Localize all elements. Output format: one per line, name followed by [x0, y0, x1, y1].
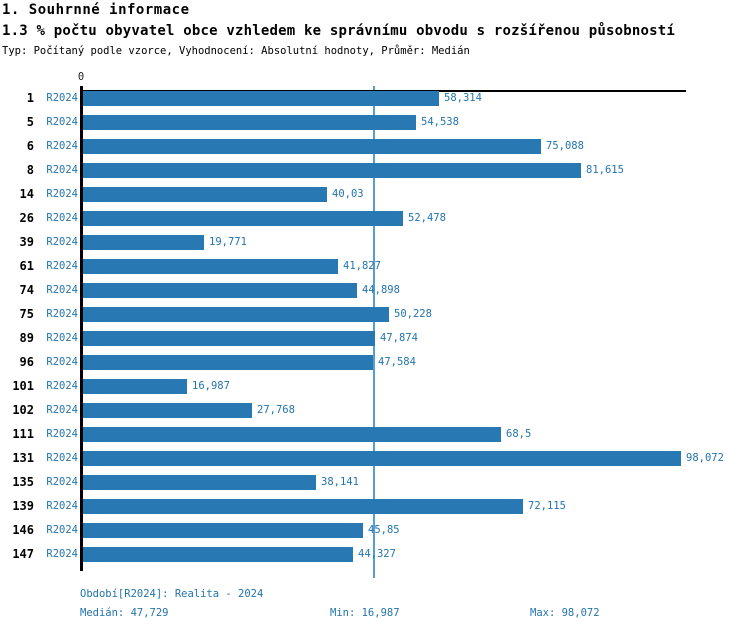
indicator-subtitle: 1.3 % počtu obyvatel obce vzhledem ke sp…: [2, 23, 676, 39]
row-period-label: R2024: [46, 284, 78, 296]
row-period-label: R2024: [46, 524, 78, 536]
row-number-label: 5: [26, 115, 34, 129]
value-bar: [83, 331, 375, 346]
value-label: 44,898: [362, 284, 400, 296]
row-period-label: R2024: [46, 308, 78, 320]
row-number-label: 6: [26, 139, 34, 153]
row-number-label: 61: [19, 259, 34, 273]
value-bar: [83, 235, 204, 250]
value-label: 54,538: [421, 116, 459, 128]
value-bar: [83, 379, 187, 394]
row-period-label: R2024: [46, 548, 78, 560]
row-period-label: R2024: [46, 356, 78, 368]
row-period-label: R2024: [46, 404, 78, 416]
footer-period-label: Období[R2024]: Realita - 2024: [80, 588, 264, 600]
value-bar: [83, 475, 316, 490]
value-label: 19,771: [209, 236, 247, 248]
value-label: 47,584: [378, 356, 416, 368]
row-period-label: R2024: [46, 332, 78, 344]
value-label: 16,987: [192, 380, 230, 392]
indicator-meta: Typ: Počítaný podle vzorce, Vyhodnocení:…: [2, 45, 470, 57]
value-label: 47,874: [380, 332, 418, 344]
value-bar: [83, 451, 681, 466]
row-number-label: 101: [12, 379, 34, 393]
row-period-label: R2024: [46, 140, 78, 152]
footer-median-label: Medián: 47,729: [80, 607, 169, 619]
value-bar: [83, 355, 373, 370]
row-number-label: 74: [19, 283, 34, 297]
row-number-label: 96: [19, 355, 34, 369]
row-number-label: 39: [19, 235, 34, 249]
row-period-label: R2024: [46, 92, 78, 104]
row-period-label: R2024: [46, 500, 78, 512]
value-bar: [83, 187, 327, 202]
value-bar: [83, 547, 353, 562]
value-label: 75,088: [546, 140, 584, 152]
value-bar: [83, 283, 357, 298]
row-number-label: 146: [12, 523, 34, 537]
value-label: 72,115: [528, 500, 566, 512]
value-label: 68,5: [506, 428, 532, 440]
footer-max-label: Max: 98,072: [530, 607, 600, 619]
value-label: 45,85: [368, 524, 400, 536]
value-bar: [83, 499, 523, 514]
row-period-label: R2024: [46, 476, 78, 488]
value-label: 41,827: [343, 260, 381, 272]
row-period-label: R2024: [46, 188, 78, 200]
page-title: 1. Souhrnné informace: [2, 2, 190, 18]
value-bar: [83, 259, 338, 274]
row-number-label: 147: [12, 547, 34, 561]
value-bar: [83, 523, 363, 538]
row-number-label: 8: [26, 163, 34, 177]
value-bar: [83, 115, 416, 130]
value-label: 98,072: [686, 452, 724, 464]
row-number-label: 135: [12, 475, 34, 489]
value-label: 58,314: [444, 92, 482, 104]
row-number-label: 139: [12, 499, 34, 513]
row-number-label: 1: [26, 91, 34, 105]
y-axis-line: [80, 86, 83, 571]
value-label: 44,327: [358, 548, 396, 560]
value-label: 27,768: [257, 404, 295, 416]
value-label: 38,141: [321, 476, 359, 488]
row-period-label: R2024: [46, 260, 78, 272]
row-number-label: 111: [12, 427, 34, 441]
footer-min-label: Min: 16,987: [330, 607, 400, 619]
row-period-label: R2024: [46, 380, 78, 392]
row-period-label: R2024: [46, 452, 78, 464]
value-bar: [83, 91, 439, 106]
row-period-label: R2024: [46, 236, 78, 248]
row-period-label: R2024: [46, 164, 78, 176]
value-label: 50,228: [394, 308, 432, 320]
row-period-label: R2024: [46, 212, 78, 224]
row-number-label: 75: [19, 307, 34, 321]
row-period-label: R2024: [46, 428, 78, 440]
value-bar: [83, 307, 389, 322]
row-number-label: 14: [19, 187, 34, 201]
value-bar: [83, 427, 501, 442]
x-axis-zero-label: 0: [77, 71, 85, 83]
value-label: 40,03: [332, 188, 364, 200]
row-number-label: 102: [12, 403, 34, 417]
value-label: 52,478: [408, 212, 446, 224]
value-bar: [83, 163, 581, 178]
row-number-label: 89: [19, 331, 34, 345]
value-bar: [83, 139, 541, 154]
value-label: 81,615: [586, 164, 624, 176]
row-number-label: 131: [12, 451, 34, 465]
row-number-label: 26: [19, 211, 34, 225]
value-bar: [83, 403, 252, 418]
value-bar: [83, 211, 403, 226]
row-period-label: R2024: [46, 116, 78, 128]
